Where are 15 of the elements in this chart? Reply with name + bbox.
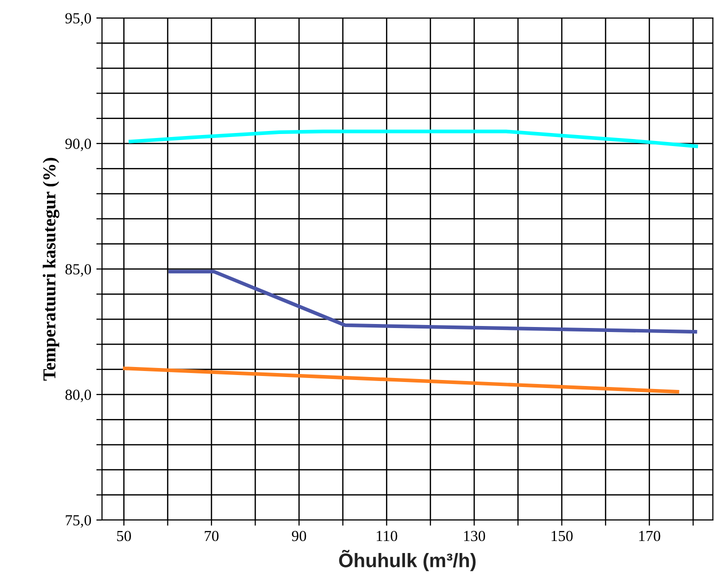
x-tick-label: 170 [639,530,660,542]
y-tick-label: 95,0 [65,13,91,26]
y-tick-label: 80,0 [65,390,91,402]
x-tick-label: 130 [464,530,486,542]
y-tick-label: 85,0 [65,264,91,277]
x-tick-label: 90 [292,530,306,542]
x-tick-label: 70 [204,530,219,542]
x-axis-title: Õhuhulk (m³/h) [339,550,476,572]
y-tick-label: 75,0 [66,515,91,528]
x-tick-label: 50 [117,530,131,542]
x-tick-label: 150 [552,530,573,542]
x-tick-label: 110 [376,530,398,542]
y-tick-label: 90,0 [65,138,91,152]
line-series [128,130,698,148]
y-axis-title: Temperatuuri kasutegur (%) [42,158,60,381]
